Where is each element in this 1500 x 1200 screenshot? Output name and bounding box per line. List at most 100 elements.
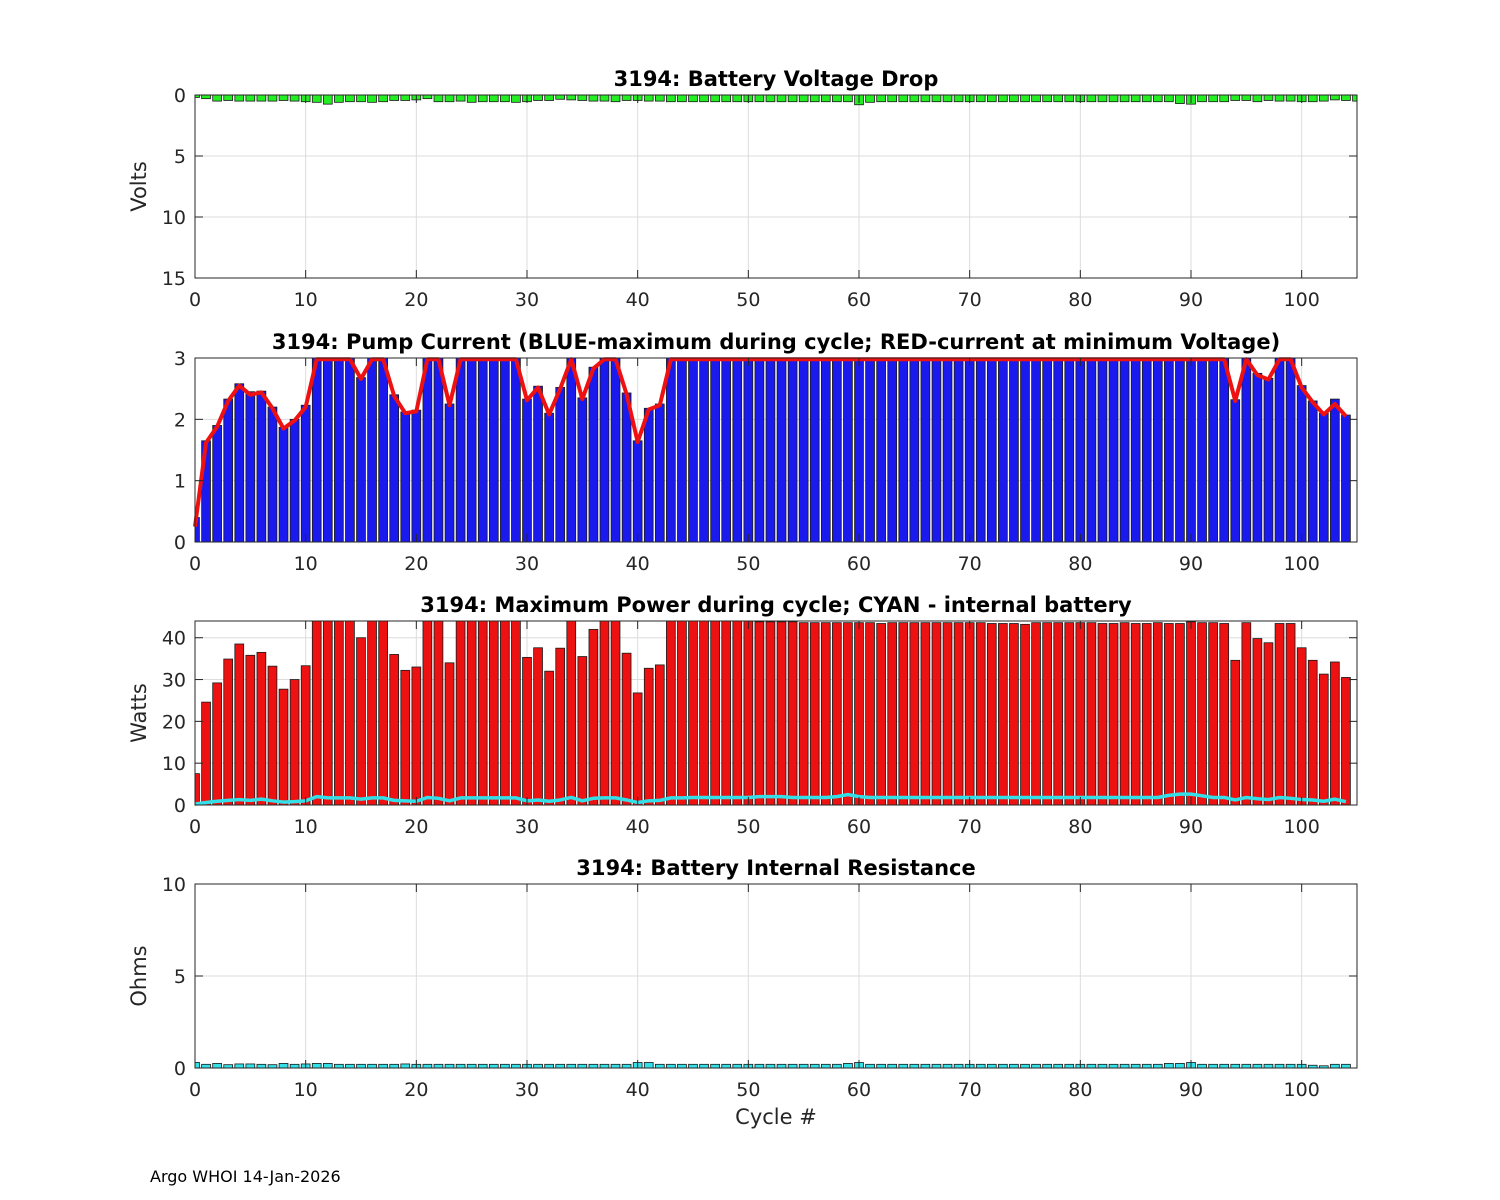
bar-cycle-72: [986, 94, 997, 103]
bar-cycle-71: [975, 357, 986, 543]
bar-cycle-50: [743, 620, 754, 806]
panel-battery-voltage-drop: 0 10 20 30 40 50 60 70 80 90 100 0 5 10 15 3194: Batte…: [127, 67, 1358, 311]
bar-cycle-79: [1064, 94, 1075, 103]
bar-cycle-31: [533, 94, 543, 101]
bar-cycle-89: [1175, 1063, 1185, 1069]
bar-cycle-13: [334, 1063, 344, 1069]
bar-cycle-63: [887, 1063, 898, 1069]
bar-cycle-12: [322, 357, 333, 543]
bar-cycle-9: [289, 679, 300, 806]
bar-cycle-103: [1330, 94, 1340, 101]
y-tick-label: 0: [174, 795, 186, 817]
bar-cycle-44: [677, 620, 687, 806]
y-tick-label: 0: [174, 1058, 186, 1080]
x-tick-label: 100: [1284, 289, 1320, 311]
bar-cycle-98: [1274, 623, 1285, 806]
x-tick-label: 30: [515, 1079, 539, 1101]
bar-cycle-49: [732, 1063, 743, 1069]
bar-cycle-62: [876, 623, 886, 806]
bar-cycle-8: [278, 426, 289, 543]
bar-cycle-82: [1097, 357, 1108, 543]
bar-cycle-19: [400, 1063, 411, 1069]
x-tick-label: 30: [515, 816, 539, 838]
bar-cycle-22: [433, 1063, 444, 1069]
x-tick-label: 40: [626, 553, 650, 575]
bar-cycle-35: [577, 94, 588, 101]
bar-cycle-26: [477, 94, 488, 103]
bar-cycle-24: [455, 357, 466, 543]
bar-cycle-5: [245, 1063, 256, 1069]
bar-cycle-35: [577, 656, 588, 806]
bar-cycle-87: [1152, 622, 1163, 806]
bar-cycle-16: [367, 357, 377, 543]
bar-cycle-28: [500, 1063, 510, 1069]
bar-cycle-14: [345, 1063, 355, 1069]
axes-frame: [194, 357, 1358, 543]
bar-cycle-88: [1164, 94, 1174, 103]
bar-cycle-19: [400, 411, 411, 543]
bar-cycle-76: [1031, 357, 1041, 543]
bar-cycle-39: [621, 652, 632, 806]
bar-cycle-62: [876, 357, 886, 543]
bar-cycle-52: [765, 94, 776, 103]
panel-internal-resistance: 0 10 20 30 40 50 60 70 80 90 100 0 5 10 3194: Battery…: [127, 856, 1358, 1129]
bar-cycle-89: [1175, 623, 1185, 806]
bar-cycle-65: [909, 94, 920, 103]
x-tick-label: 40: [626, 1079, 650, 1101]
bar-cycle-57: [820, 1063, 831, 1069]
bar-cycle-67: [931, 357, 942, 543]
y-tick-label: 20: [162, 711, 186, 733]
y-tick-label: 2: [174, 409, 186, 431]
bar-cycle-57: [820, 94, 831, 103]
bar-cycle-12: [322, 94, 333, 105]
bar-cycle-8: [278, 94, 289, 101]
series-line-red-current-at-minimum-voltage: [193, 357, 1348, 527]
bar-cycle-83: [1108, 1063, 1119, 1069]
bar-cycle-60: [854, 357, 864, 543]
bar-cycle-86: [1141, 94, 1152, 103]
bar-cycle-46: [699, 94, 709, 103]
bar-cycle-99: [1285, 1063, 1296, 1069]
bar-cycle-33: [555, 1063, 566, 1069]
x-tick-label: 70: [958, 553, 982, 575]
x-tick-label: 50: [736, 553, 760, 575]
x-tick-label: 70: [958, 1079, 982, 1101]
bar-cycle-72: [986, 623, 997, 806]
bar-cycle-67: [931, 622, 942, 806]
bar-cycle-17: [378, 357, 388, 543]
bar-cycle-46: [699, 1063, 709, 1069]
bar-cycle-31: [533, 1063, 543, 1069]
bar-cycle-101: [1307, 94, 1318, 103]
bar-cycle-104: [1341, 94, 1351, 101]
bar-cycle-79: [1064, 1063, 1075, 1069]
bar-cycle-21: [422, 94, 433, 100]
bar-cycle-103: [1330, 661, 1340, 806]
bar-cycle-1: [201, 701, 211, 806]
bar-cycle-41: [643, 667, 654, 806]
x-tick-label: 0: [189, 1079, 201, 1101]
bar-cycle-31: [533, 385, 543, 543]
x-tick-label: 60: [847, 553, 871, 575]
bar-cycle-88: [1164, 1063, 1174, 1069]
bar-cycle-12: [322, 620, 333, 806]
bar-cycle-48: [721, 357, 732, 543]
bar-cycle-55: [798, 357, 809, 543]
bar-cycle-84: [1119, 622, 1130, 806]
chart-title: 3194: Battery Voltage Drop: [614, 67, 939, 91]
y-tick-label: 10: [162, 207, 186, 229]
bar-cycle-13: [334, 94, 344, 103]
bar-cycle-104: [1341, 1063, 1351, 1069]
bar-cycle-91: [1197, 622, 1207, 806]
x-tick-label: 30: [515, 289, 539, 311]
x-tick-label: 90: [1179, 816, 1203, 838]
bar-cycle-25: [466, 1063, 477, 1069]
bar-cycle-98: [1274, 94, 1285, 102]
bar-cycle-66: [920, 622, 931, 806]
bar-cycle-68: [942, 622, 953, 806]
bar-cycle-95: [1241, 1063, 1252, 1069]
bar-cycle-84: [1119, 357, 1130, 543]
bar-cycle-68: [942, 94, 953, 103]
bar-cycle-45: [688, 1063, 698, 1069]
x-tick-label: 60: [847, 1079, 871, 1101]
bar-cycle-8: [278, 688, 289, 806]
